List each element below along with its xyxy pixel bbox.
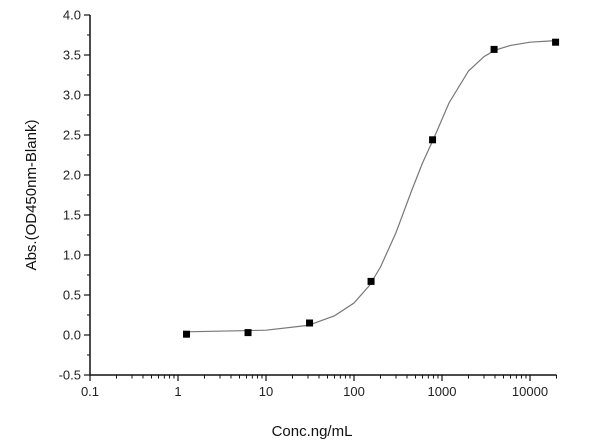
x-tick-label: 10 — [259, 384, 273, 399]
y-tick-label: 0.0 — [63, 328, 81, 343]
y-tick-label: 1.0 — [63, 248, 81, 263]
y-axis-title: Abs.(OD450nm-Blank) — [23, 120, 40, 271]
y-tick-label: 2.0 — [63, 168, 81, 183]
x-tick-label: 10000 — [512, 384, 548, 399]
y-tick-label: -0.5 — [59, 368, 81, 383]
fit-curve — [186, 40, 556, 333]
y-tick-label: 2.5 — [63, 128, 81, 143]
y-tick-label: 4.0 — [63, 8, 81, 23]
x-tick-label: 100 — [343, 384, 365, 399]
data-point-marker — [490, 45, 498, 53]
y-tick-label: 3.5 — [63, 48, 81, 63]
data-point-marker — [552, 38, 560, 46]
x-tick-label: 1000 — [428, 384, 457, 399]
y-tick-label: 0.5 — [63, 288, 81, 303]
x-tick-label: 1 — [174, 384, 181, 399]
y-tick-label: 3.0 — [63, 88, 81, 103]
data-point-marker — [306, 319, 314, 327]
data-point-marker — [367, 277, 375, 285]
data-point-marker — [244, 329, 252, 337]
data-point-marker — [429, 136, 437, 144]
axes: -0.5 0.0 0.5 1.0 1.5 2.0 2.5 3.0 3.5 4.0 0.1 1 10 100… — [59, 8, 557, 399]
x-axis-title: Conc.ng/mL — [272, 423, 353, 440]
x-tick-label: 0.1 — [81, 384, 99, 399]
y-tick-label: 1.5 — [63, 208, 81, 223]
data-point-marker — [183, 330, 191, 338]
data-points — [183, 38, 560, 338]
